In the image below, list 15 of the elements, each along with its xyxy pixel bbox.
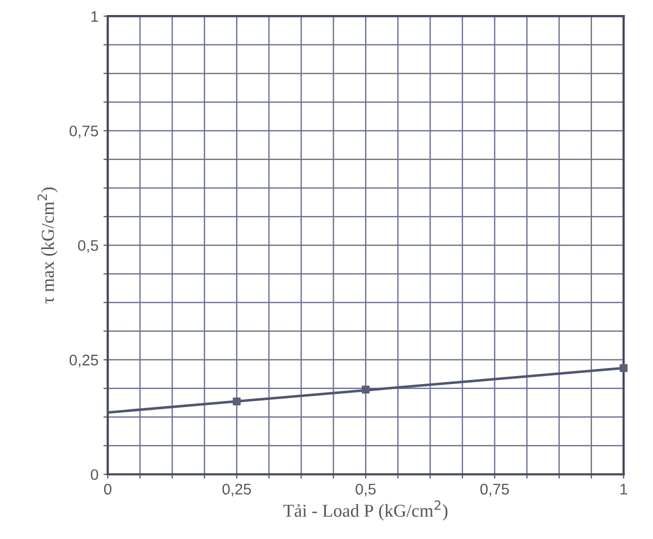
x-tick-label: 0 [104,484,112,495]
x-tick-label: 1 [620,484,628,494]
y-tick-label: 1 [91,11,98,22]
point [620,364,628,372]
y-tick-label: 0 [90,469,98,480]
y-tick-label: 0,5 [78,240,98,253]
y-tick-label: 0,25 [70,354,98,368]
point [362,386,370,394]
point [232,398,241,406]
x-axis-title: Tải - Load P (kG/cm$^{2}$) [283,500,448,521]
x-tick-label: 0,5 [356,484,376,496]
x-tick-label: 0,25 [222,484,251,496]
y-tick-label: 0,75 [70,126,98,138]
x-tick-label: 0,75 [480,484,509,496]
y-axis-title: τ max (kG/cm$^{2}$) [37,187,58,304]
